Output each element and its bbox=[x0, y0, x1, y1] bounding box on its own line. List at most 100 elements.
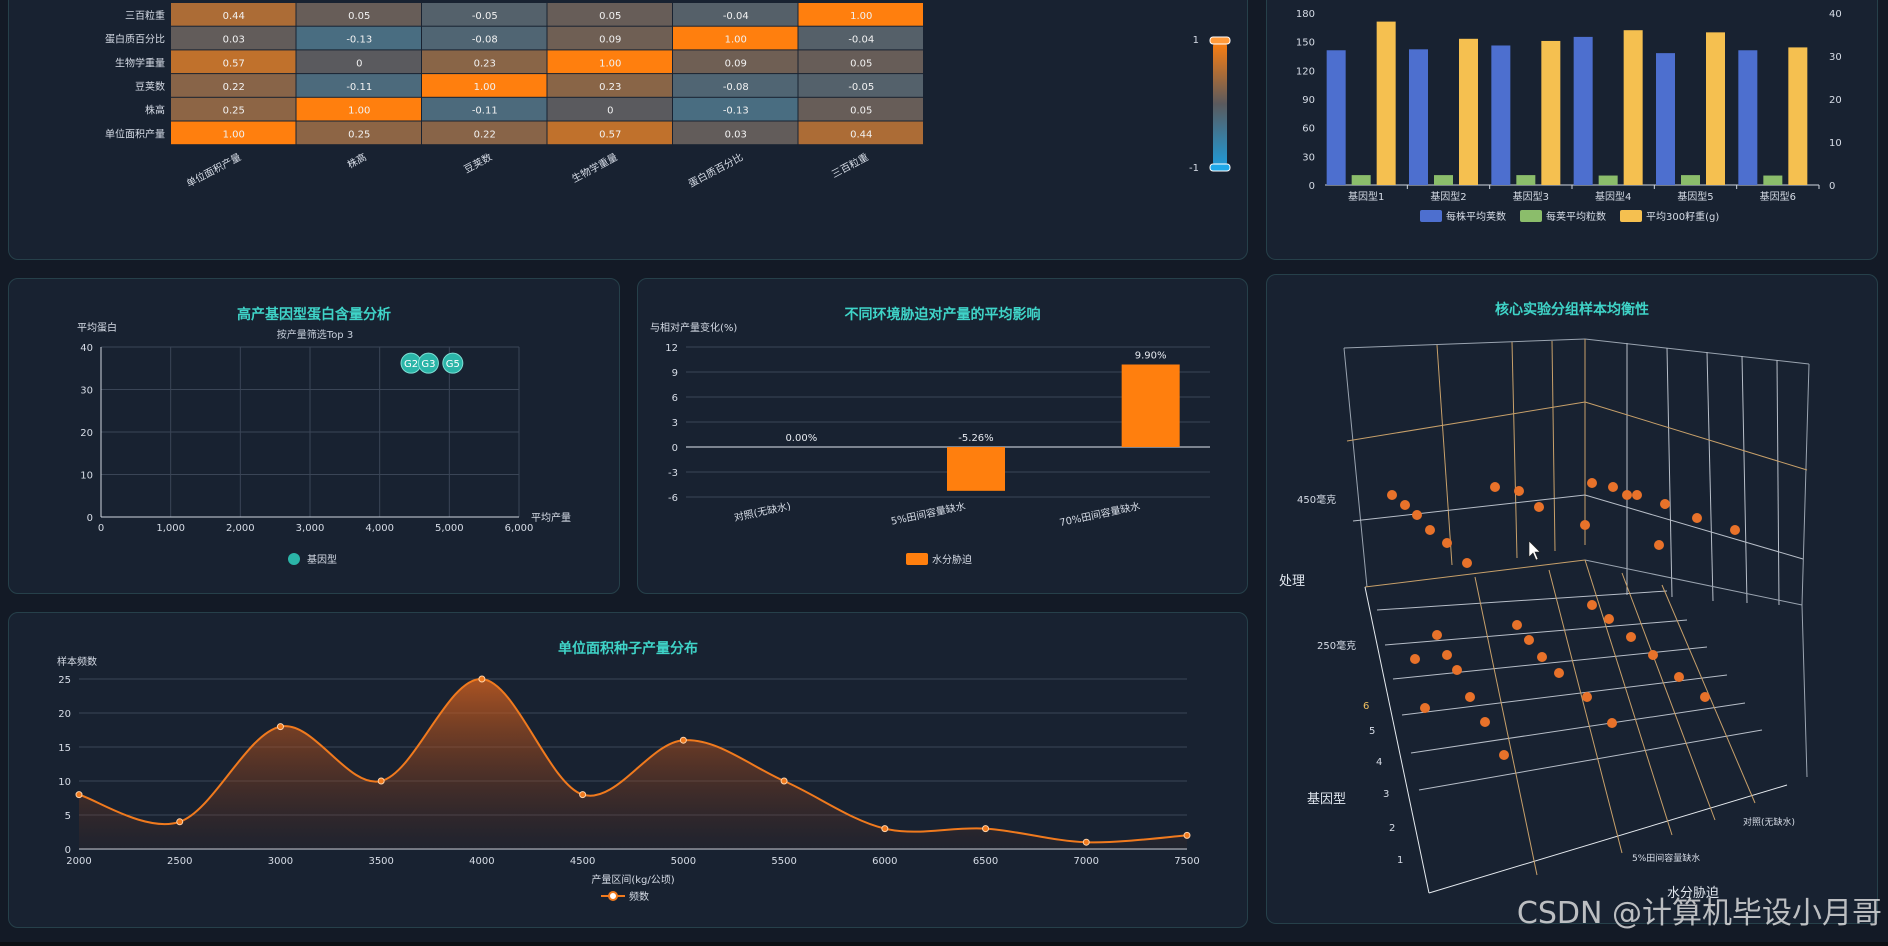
floor-grid bbox=[1474, 576, 1538, 876]
left-axis-tick: 60 bbox=[1302, 124, 1315, 135]
heatmap-cell-label: 0 bbox=[356, 58, 362, 69]
bar-pods bbox=[1656, 53, 1675, 186]
bar-weight bbox=[1541, 40, 1561, 186]
area-point bbox=[75, 791, 83, 799]
scatter3d-point bbox=[1537, 652, 1547, 662]
y-tick-label: 12 bbox=[665, 343, 678, 354]
scatter3d-point bbox=[1442, 650, 1452, 660]
heatmap-cell bbox=[547, 74, 672, 97]
x-tick-label: 5%田间容量缺水 bbox=[1632, 852, 1700, 864]
color-scale-min: -1 bbox=[1189, 163, 1199, 174]
z-tick-label: 450毫克 bbox=[1297, 493, 1336, 506]
box-edge bbox=[1801, 604, 1808, 778]
floor-right bbox=[1584, 559, 1803, 606]
left-axis-tick: 90 bbox=[1302, 95, 1315, 106]
heatmap-cell bbox=[171, 74, 296, 97]
y-tick-label: 6 bbox=[1363, 701, 1369, 712]
area-point bbox=[579, 791, 587, 799]
floor-grid bbox=[1376, 590, 1668, 611]
y-tick-label: -3 bbox=[668, 468, 678, 479]
heatmap-cell bbox=[798, 121, 923, 145]
box-edge bbox=[1801, 363, 1810, 606]
bar-weight bbox=[1788, 47, 1808, 186]
watermark: CSDN @计算机毕设小月哥 bbox=[1516, 896, 1882, 931]
x-tick-label: 基因型2 bbox=[1430, 190, 1466, 203]
area-point bbox=[1183, 831, 1191, 839]
heatmap-cell-label: 0.57 bbox=[599, 129, 621, 140]
heatmap-cell-label: 0.05 bbox=[850, 106, 872, 117]
heatmap-col-label: 生物学重量 bbox=[569, 150, 619, 185]
heatmap-cell-label: 1.00 bbox=[348, 106, 370, 117]
heatmap-cell bbox=[673, 50, 798, 74]
x-tick-label: 2500 bbox=[167, 856, 192, 867]
heatmap-cell-label: 0.57 bbox=[223, 58, 245, 69]
heatmap-cell bbox=[422, 26, 547, 50]
box-edge bbox=[1584, 338, 1810, 365]
heatmap-cell bbox=[547, 3, 672, 26]
heatmap-cell bbox=[422, 97, 547, 121]
heatmap-cell bbox=[296, 97, 421, 121]
scatter3d-point bbox=[1700, 692, 1710, 702]
area-point bbox=[780, 777, 788, 785]
heatmap-cell-label: 0.25 bbox=[223, 106, 245, 117]
floor-grid bbox=[1384, 619, 1688, 646]
y-axis-title: 基因型 bbox=[1307, 792, 1346, 807]
scatter3d-point bbox=[1604, 614, 1614, 624]
scatter3d-point bbox=[1512, 620, 1522, 630]
heatmap-row-label: 三百粒重 bbox=[125, 9, 165, 22]
heatmap-cell bbox=[673, 74, 798, 97]
heatmap-cell bbox=[673, 3, 798, 26]
left-axis-tick: 30 bbox=[1302, 152, 1315, 163]
x-tick-label: 3,000 bbox=[296, 523, 325, 534]
area-point bbox=[881, 825, 889, 833]
heatmap-cell-label: 0 bbox=[607, 106, 613, 117]
heatmap-col-label: 豆荚数 bbox=[462, 150, 495, 176]
heatmap-row-label: 生物学重量 bbox=[115, 56, 165, 69]
bar-seeds bbox=[1516, 175, 1536, 185]
y-tick-label: 6 bbox=[672, 393, 678, 404]
heatmap-cell bbox=[798, 50, 923, 74]
floor-front-left bbox=[1364, 586, 1430, 894]
bar-weight bbox=[1376, 21, 1396, 185]
x-tick-label: 5,000 bbox=[435, 523, 464, 534]
scatter3d-point bbox=[1452, 665, 1462, 675]
right-grid bbox=[1741, 355, 1748, 604]
heatmap-cell-label: 1.00 bbox=[223, 129, 245, 140]
y-tick-label: 3 bbox=[672, 418, 678, 429]
bar-seeds bbox=[1763, 175, 1783, 185]
y-axis-title: 样本频数 bbox=[57, 655, 97, 668]
area-point bbox=[377, 777, 385, 785]
scatter3d-point bbox=[1387, 490, 1397, 500]
scatter-title: 高产基因型蛋白含量分析 bbox=[237, 307, 391, 323]
legend-label: 每株平均荚数 bbox=[1446, 210, 1506, 223]
legend-label: 每荚平均粒数 bbox=[1546, 210, 1606, 223]
bar-pods bbox=[1326, 50, 1346, 186]
y-tick-label: 20 bbox=[58, 709, 71, 720]
heatmap-cell-label: -0.13 bbox=[723, 106, 749, 117]
heatmap-cell bbox=[547, 50, 672, 74]
heatmap-cell-label: -0.08 bbox=[472, 35, 498, 46]
y-axis-title: 平均蛋白 bbox=[77, 321, 117, 334]
scatter-point bbox=[442, 352, 464, 374]
heatmap-cell bbox=[547, 121, 672, 145]
box-edge bbox=[1343, 347, 1368, 588]
scatter3d-point bbox=[1587, 478, 1597, 488]
floor-grid bbox=[1548, 569, 1623, 854]
x-tick-label: 基因型5 bbox=[1677, 190, 1713, 203]
stress-bar bbox=[1121, 364, 1180, 447]
heatmap-col-label: 株高 bbox=[345, 150, 369, 171]
heatmap-cell-label: -0.04 bbox=[848, 35, 874, 46]
scatter3d-point bbox=[1674, 672, 1684, 682]
heatmap-cell-label: 1.00 bbox=[474, 82, 496, 93]
y-tick-label: 10 bbox=[80, 471, 93, 482]
heatmap-cell bbox=[673, 121, 798, 145]
heatmap-cell-label: -0.05 bbox=[848, 82, 874, 93]
right-axis-tick: 20 bbox=[1829, 95, 1842, 106]
scatter3d-point bbox=[1420, 703, 1430, 713]
heatmap-cell-label: -0.11 bbox=[472, 106, 498, 117]
x-tick-label: 5%田间容量缺水 bbox=[890, 499, 967, 527]
legend-swatch bbox=[1620, 210, 1642, 222]
right-axis-tick: 0 bbox=[1829, 181, 1835, 192]
heatmap-cell bbox=[171, 121, 296, 145]
back-grid bbox=[1551, 340, 1556, 552]
